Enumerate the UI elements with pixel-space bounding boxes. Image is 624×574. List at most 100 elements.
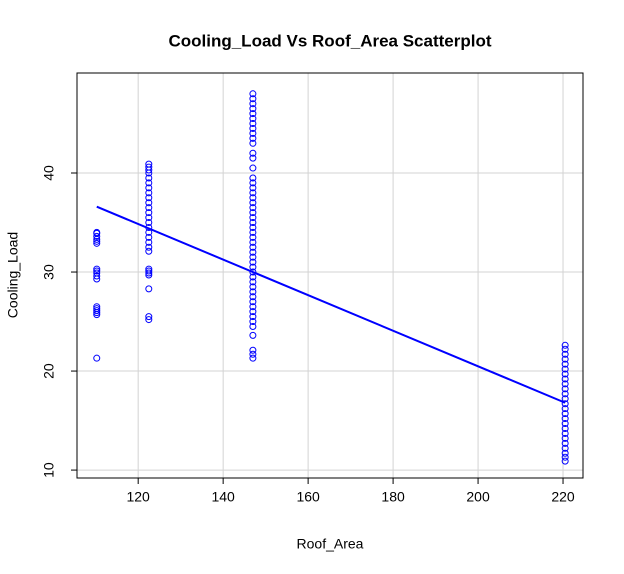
point	[145, 219, 153, 227]
point	[249, 322, 257, 330]
point	[561, 385, 569, 393]
point	[249, 248, 257, 256]
point	[249, 268, 257, 276]
point	[145, 199, 153, 207]
point	[561, 400, 569, 408]
x-tick-label: 220	[551, 489, 575, 505]
point	[561, 405, 569, 413]
x-tick-label: 120	[126, 489, 150, 505]
point	[93, 272, 101, 280]
point	[249, 110, 257, 118]
y-tick-label: 40	[41, 165, 57, 181]
point	[249, 258, 257, 266]
point	[561, 380, 569, 388]
point	[249, 129, 257, 137]
y-tick-label: 10	[41, 462, 57, 478]
point	[249, 293, 257, 301]
point	[249, 95, 257, 103]
point	[249, 219, 257, 227]
point	[249, 253, 257, 261]
point	[93, 305, 101, 313]
point	[145, 316, 153, 324]
point	[249, 149, 257, 157]
y-axis-label: Cooling_Load	[5, 232, 21, 318]
point	[145, 163, 153, 171]
point	[93, 267, 101, 275]
point	[561, 360, 569, 368]
point	[93, 269, 101, 277]
chart-title: Cooling_Load Vs Roof_Area Scatterplot	[168, 31, 491, 50]
point	[249, 134, 257, 142]
point	[249, 194, 257, 202]
point	[93, 237, 101, 245]
point	[561, 453, 569, 461]
point	[249, 303, 257, 311]
point	[249, 174, 257, 182]
point	[249, 214, 257, 222]
plot-frame	[76, 72, 584, 479]
point	[561, 457, 569, 465]
point	[145, 313, 153, 321]
point	[145, 243, 153, 251]
point	[145, 269, 153, 277]
point	[145, 204, 153, 212]
point	[249, 105, 257, 113]
x-tick-label: 160	[296, 489, 320, 505]
point	[249, 278, 257, 286]
point	[249, 100, 257, 108]
point	[561, 420, 569, 428]
point	[561, 365, 569, 373]
point	[249, 120, 257, 128]
point	[93, 239, 101, 247]
point	[145, 233, 153, 241]
point	[561, 415, 569, 423]
point	[145, 179, 153, 187]
fit-line	[96, 205, 566, 404]
point	[93, 228, 101, 236]
point	[145, 267, 153, 275]
point	[249, 318, 257, 326]
point	[145, 247, 153, 255]
point	[93, 232, 101, 240]
y-tick-label: 20	[41, 363, 57, 379]
point	[249, 346, 257, 354]
point	[249, 115, 257, 123]
point	[249, 189, 257, 197]
point	[145, 189, 153, 197]
point	[249, 154, 257, 162]
point	[249, 90, 257, 98]
point	[93, 303, 101, 311]
point	[145, 174, 153, 182]
point	[249, 139, 257, 147]
x-tick-label: 140	[211, 489, 235, 505]
point	[145, 184, 153, 192]
point	[561, 370, 569, 378]
point	[561, 341, 569, 349]
point	[249, 288, 257, 296]
x-tick-label: 200	[466, 489, 490, 505]
point	[93, 307, 101, 315]
point	[249, 243, 257, 251]
point	[561, 434, 569, 442]
point	[93, 354, 101, 362]
point	[561, 439, 569, 447]
point	[249, 164, 257, 172]
point	[561, 449, 569, 457]
point	[145, 209, 153, 217]
point	[561, 355, 569, 363]
point	[249, 354, 257, 362]
point	[249, 350, 257, 358]
point	[249, 233, 257, 241]
point	[249, 308, 257, 316]
point	[145, 214, 153, 222]
point	[249, 184, 257, 192]
point	[249, 263, 257, 271]
point	[93, 265, 101, 273]
point	[145, 160, 153, 168]
point	[145, 265, 153, 273]
point	[561, 390, 569, 398]
point	[249, 313, 257, 321]
point	[249, 199, 257, 207]
point	[561, 410, 569, 418]
point	[249, 179, 257, 187]
